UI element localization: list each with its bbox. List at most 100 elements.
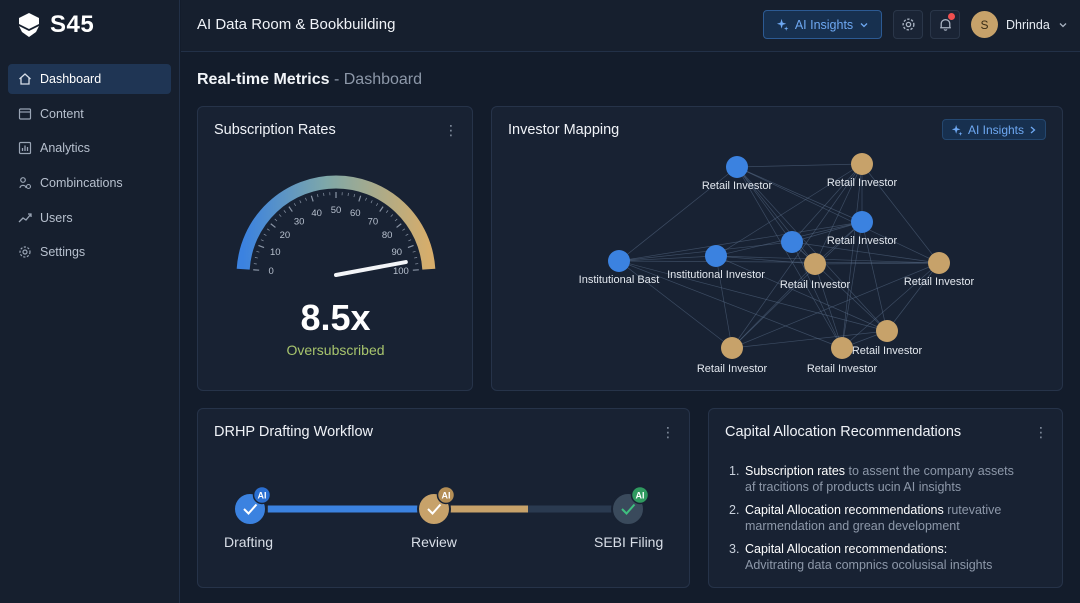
home-icon [18, 72, 32, 86]
gauge-tick [353, 194, 355, 198]
more-options-icon[interactable]: ⋮ [444, 122, 458, 138]
list-line2: af tracitions of products ucin AI insigh… [745, 480, 962, 494]
network-edge [618, 260, 940, 264]
network-node[interactable] [831, 337, 853, 359]
workflow-steps: AI AI AI [233, 485, 650, 526]
more-options-icon[interactable]: ⋮ [1034, 424, 1048, 440]
gauge-tick-label: 70 [368, 216, 379, 227]
list-item: 2. Capital Allocation recommendations ru… [729, 502, 1049, 534]
header: AI Data Room & Bookbuilding AI Insights … [181, 0, 1080, 52]
gauge-needle [334, 260, 408, 277]
sparkle-icon [776, 18, 789, 31]
network-edge [618, 166, 738, 262]
network-node[interactable] [851, 153, 873, 175]
network-edge [618, 260, 733, 349]
gauge-tick [375, 203, 379, 207]
network-edge [715, 255, 816, 265]
sidebar: S45 Dashboard Content Analytics Combinca… [0, 0, 180, 603]
page-title-sub: Dashboard [343, 71, 423, 88]
card-title: Capital Allocation Recommendations [725, 424, 962, 440]
network-node[interactable] [804, 253, 826, 275]
subscription-value: 8.5x [300, 297, 371, 338]
workflow-step-label: Drafting [224, 534, 274, 550]
network-edge [791, 241, 843, 349]
gauge-tick-label: 50 [331, 205, 342, 216]
network-edge [736, 166, 843, 349]
sidebar-item-content[interactable]: Content [8, 99, 171, 129]
network-node-label: Retail Investor [702, 180, 773, 192]
gauge-tick [358, 195, 362, 202]
check-icon [243, 503, 258, 515]
list-highlight: Capital Allocation recommendations: [745, 542, 948, 556]
network-edge [618, 255, 717, 262]
network-node[interactable] [726, 156, 748, 178]
gauge-tick [263, 233, 267, 236]
gauge-tick [283, 210, 287, 213]
network-nodes: Retail Investor Retail Investor Retail Inv… [579, 153, 974, 375]
gauge-tick [379, 206, 384, 212]
sidebar-item-analytics[interactable]: Analytics [8, 133, 171, 163]
network-node[interactable] [608, 250, 630, 272]
sidebar-item-dashboard[interactable]: Dashboard [8, 64, 171, 94]
bar-chart-icon [18, 141, 32, 155]
gauge-tick-label: 60 [350, 208, 361, 219]
network-node-label: Retail Investor [807, 363, 878, 375]
ai-insights-button[interactable]: AI Insights [763, 10, 882, 39]
network-edge [731, 163, 863, 349]
sidebar-item-label: Settings [40, 245, 86, 260]
gauge-tick [256, 251, 260, 253]
sidebar-nav: Dashboard Content Analytics Combincation… [8, 64, 171, 272]
user-menu[interactable]: S Dhrinda [971, 11, 1068, 38]
gauge-tick [385, 210, 389, 213]
gauge-tick [260, 239, 264, 242]
network-node[interactable] [705, 245, 727, 267]
sidebar-item-combincations[interactable]: Combincations [8, 168, 171, 198]
logo-text: S45 [50, 11, 95, 38]
gauge-tick [254, 257, 258, 259]
network-node[interactable] [876, 320, 898, 342]
network-edge [861, 221, 888, 332]
sidebar-item-settings[interactable]: Settings [8, 237, 171, 267]
chevron-down-icon [860, 22, 868, 27]
capital-allocation-card: Capital Allocation Recommendations ⋮ 1. … [708, 408, 1063, 588]
list-text: Capital Allocation recommendations rutev… [745, 502, 1001, 534]
sidebar-item-label: Users [40, 210, 73, 225]
drhp-workflow-card: DRHP Drafting Workflow ⋮ AI AI AI Drafting… [197, 408, 690, 588]
logo[interactable]: S45 [16, 11, 94, 39]
card-title: DRHP Drafting Workflow [214, 424, 374, 440]
network-edge [841, 221, 863, 349]
network-node[interactable] [721, 337, 743, 359]
settings-button[interactable] [893, 10, 923, 39]
avatar: S [971, 11, 998, 38]
network-node-label: Retail Investor [827, 177, 898, 189]
network-edge [841, 163, 863, 349]
gauge-tick-label: 20 [280, 230, 291, 241]
network-node[interactable] [851, 211, 873, 233]
page-title-separator: - [333, 71, 344, 88]
sidebar-item-label: Analytics [40, 141, 91, 156]
gauge-tick [394, 218, 398, 222]
investor-mapping-card: Investor Mapping AI Insights Retail Inve… [491, 106, 1063, 391]
file-icon [18, 107, 32, 121]
sidebar-item-users[interactable]: Users [8, 203, 171, 233]
gauge-tick [365, 197, 367, 201]
gauge-tick-label: 10 [270, 247, 281, 258]
gauge-tick [390, 214, 394, 217]
notifications-button[interactable] [930, 10, 960, 39]
gauge-tick [414, 257, 418, 259]
ai-insights-tag[interactable]: AI Insights [941, 119, 1046, 140]
network-edge [715, 255, 940, 264]
network-node-label: Retail Investor [827, 235, 898, 247]
network-edge [736, 163, 863, 168]
check-icon [621, 503, 636, 515]
network-edge [731, 330, 888, 349]
network-node[interactable] [781, 231, 803, 253]
sidebar-item-label: Content [40, 106, 84, 121]
more-options-icon[interactable]: ⋮ [661, 424, 675, 440]
trend-icon [18, 211, 32, 225]
list-rest: to assent the company assets [845, 464, 1014, 478]
gauge-tick [408, 239, 412, 242]
network-edge [736, 166, 816, 265]
gauge-tick [370, 200, 373, 204]
network-node[interactable] [928, 252, 950, 274]
